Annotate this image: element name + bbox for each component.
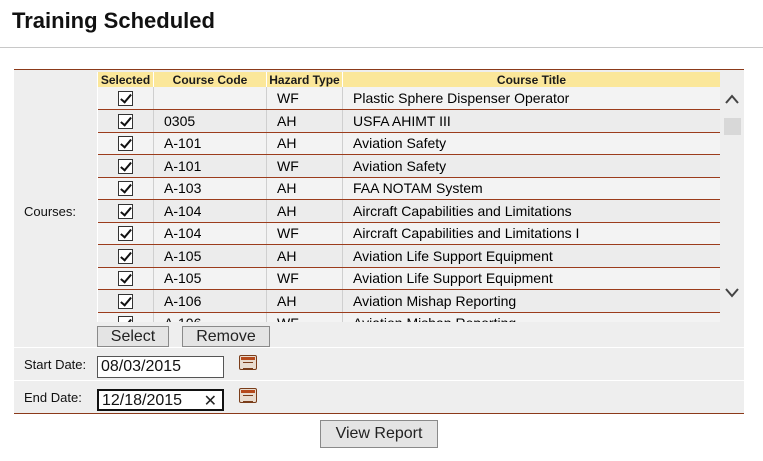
start-date-value: 08/03/2015 — [101, 358, 182, 375]
calendar-icon[interactable] — [239, 355, 257, 370]
selected-cell — [97, 267, 154, 290]
end-date-input[interactable]: 12/18/2015 ✕ — [97, 389, 224, 411]
hazard-type-cell: AH — [266, 132, 343, 155]
course-title-cell: Aviation Life Support Equipment — [342, 244, 721, 268]
table-row: A-101 WF Aviation Safety — [97, 154, 721, 178]
hazard-type-cell: AH — [266, 289, 343, 313]
course-code-cell: A-101 — [153, 132, 267, 155]
selected-cell — [97, 244, 154, 268]
view-report-button[interactable]: View Report — [320, 420, 438, 448]
course-title-cell: Aviation Safety — [342, 154, 721, 178]
hazard-type-cell: WF — [266, 154, 343, 178]
hazard-type-cell: WF — [266, 87, 343, 110]
course-title-cell: Aviation Mishap Reporting — [342, 289, 721, 313]
course-title-cell: Aircraft Capabilities and Limitations — [342, 199, 721, 223]
report-form: Courses: Selected Course Code Hazard Typ… — [14, 69, 744, 414]
table-row: A-104 AH Aircraft Capabilities and Limitat… — [97, 199, 721, 223]
course-checkbox[interactable] — [117, 248, 133, 264]
hazard-type-cell: WF — [266, 267, 343, 290]
table-row: 0305 AH USFA AHIMT III — [97, 109, 721, 133]
hazard-type-cell: WF — [266, 312, 343, 322]
course-checkbox[interactable] — [117, 203, 133, 219]
course-code-cell: A-105 — [153, 244, 267, 268]
table-row: A-101 AH Aviation Safety — [97, 132, 721, 155]
hazard-type-cell: AH — [266, 109, 343, 133]
course-checkbox[interactable] — [117, 181, 133, 197]
selected-cell — [97, 87, 154, 110]
title-divider — [0, 47, 763, 48]
hazard-type-cell: AH — [266, 177, 343, 200]
course-title-cell: Aviation Life Support Equipment — [342, 267, 721, 290]
end-date-label: End Date: — [24, 390, 82, 405]
course-code-cell: A-105 — [153, 267, 267, 290]
select-all-button[interactable]: Select All — [97, 326, 169, 364]
selected-cell — [97, 222, 154, 245]
course-checkbox[interactable] — [117, 226, 133, 242]
selected-cell — [97, 132, 154, 155]
course-checkbox[interactable] — [117, 271, 133, 287]
page-title: Training Scheduled — [12, 8, 215, 33]
selected-cell — [97, 154, 154, 178]
course-title-cell: Aircraft Capabilities and Limitations I — [342, 222, 721, 245]
table-row: A-105 WF Aviation Life Support Equipment — [97, 267, 721, 290]
selected-cell — [97, 199, 154, 223]
course-title-cell: Aviation Safety — [342, 132, 721, 155]
column-header-course-title[interactable]: Course Title — [342, 72, 721, 87]
course-checkbox[interactable] — [117, 293, 133, 309]
chevron-down-icon[interactable] — [724, 286, 740, 304]
column-header-course-code[interactable]: Course Code — [153, 72, 267, 87]
calendar-icon[interactable] — [239, 388, 257, 403]
hazard-type-cell: AH — [266, 244, 343, 268]
table-row: A-104 WF Aircraft Capabilities and Limitat… — [97, 222, 721, 245]
hazard-type-cell: AH — [266, 199, 343, 223]
courses-table: Selected Course Code Hazard Type Course … — [97, 72, 721, 322]
course-code-cell: A-103 — [153, 177, 267, 200]
course-code-cell: A-104 — [153, 199, 267, 223]
course-code-cell — [153, 87, 267, 110]
course-title-cell: Plastic Sphere Dispenser Operator — [342, 87, 721, 110]
course-checkbox[interactable] — [117, 113, 133, 129]
start-date-row: Start Date: 08/03/2015 — [14, 348, 744, 381]
course-code-cell: A-104 — [153, 222, 267, 245]
scrollbar-thumb[interactable] — [724, 118, 741, 135]
course-title-cell: USFA AHIMT III — [342, 109, 721, 133]
courses-grid[interactable]: Selected Course Code Hazard Type Course … — [97, 72, 730, 322]
table-row: A-106WFAviation Mishap Reporting — [97, 312, 721, 322]
column-header-hazard-type[interactable]: Hazard Type — [266, 72, 343, 87]
chevron-up-icon[interactable] — [724, 92, 740, 110]
course-checkbox[interactable] — [117, 158, 133, 174]
table-row: A-105 AH Aviation Life Support Equipment — [97, 244, 721, 268]
courses-label: Courses: — [24, 204, 77, 219]
selected-cell — [97, 289, 154, 313]
course-checkbox[interactable] — [117, 136, 133, 152]
start-date-input[interactable]: 08/03/2015 — [97, 356, 224, 378]
course-checkbox[interactable] — [117, 91, 133, 106]
hazard-type-cell: WF — [266, 222, 343, 245]
selected-cell — [97, 312, 154, 322]
course-title-cell: FAA NOTAM System — [342, 177, 721, 200]
clear-icon[interactable]: ✕ — [203, 393, 217, 410]
table-row: A-106 AH Aviation Mishap Reporting — [97, 289, 721, 313]
remove-all-button[interactable]: Remove All — [182, 326, 270, 364]
course-code-cell: 0305 — [153, 109, 267, 133]
course-code-cell: A-106 — [153, 289, 267, 313]
courses-scrollbar[interactable] — [720, 72, 744, 322]
course-code-cell: A-101 — [153, 154, 267, 178]
end-date-value: 12/18/2015 — [102, 392, 183, 409]
selected-cell — [97, 109, 154, 133]
courses-row: Courses: Selected Course Code Hazard Typ… — [14, 70, 744, 364]
end-date-row: End Date: 12/18/2015 ✕ — [14, 381, 744, 414]
selected-cell — [97, 177, 154, 200]
start-date-label: Start Date: — [24, 357, 87, 372]
table-row: A-103 AH FAA NOTAM System — [97, 177, 721, 200]
table-row: WF Plastic Sphere Dispenser Operator — [97, 87, 721, 110]
table-header-row: Selected Course Code Hazard Type Course … — [97, 72, 721, 87]
column-header-selected[interactable]: Selected — [97, 72, 154, 87]
course-title-cell: Aviation Mishap Reporting — [342, 312, 721, 322]
course-checkbox[interactable] — [117, 316, 133, 322]
course-code-cell: A-106 — [153, 312, 267, 322]
